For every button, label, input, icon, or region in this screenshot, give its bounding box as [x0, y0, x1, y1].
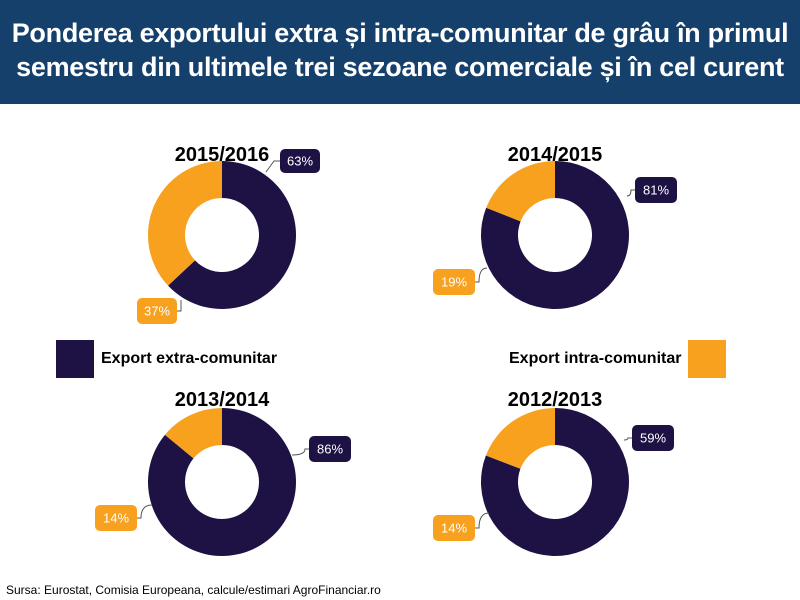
- legend-intra: Export intra-comunitar: [509, 340, 727, 378]
- source-note: Sursa: Eurostat, Comisia Europeana, calc…: [6, 583, 381, 597]
- data-label: 14%: [103, 511, 129, 526]
- label-box: [635, 177, 677, 203]
- chart-title: 2015/2016: [175, 144, 270, 166]
- page-title-line1: Ponderea exportului extra și intra-comun…: [11, 18, 789, 48]
- legend-swatch-intra: [688, 340, 727, 378]
- chart-title: 2013/2014: [175, 389, 270, 411]
- slice-extra-comunitar: [148, 408, 297, 557]
- data-label: 86%: [317, 442, 343, 457]
- label-connector: [475, 512, 490, 529]
- data-label: 14%: [441, 521, 467, 536]
- donut-chart-1: 2015/2016 63% 37%: [137, 144, 320, 324]
- data-label: 63%: [287, 154, 313, 169]
- label-connector: [626, 189, 635, 197]
- donut-chart-4: 2012/2013 59% 14%: [433, 389, 674, 556]
- chart-title: 2012/2013: [508, 389, 603, 411]
- page-title-line2: semestru din ultimele trei sezoane comer…: [16, 52, 784, 82]
- chart-title: 2014/2015: [508, 144, 603, 166]
- data-label: 37%: [144, 304, 170, 319]
- legend-swatch-extra: [56, 340, 94, 378]
- label-box: [280, 149, 320, 173]
- label-connector: [475, 267, 488, 283]
- label-connector: [137, 504, 153, 519]
- slice-intra-comunitar: [486, 161, 555, 222]
- label-box: [137, 298, 177, 324]
- data-label: 81%: [643, 183, 669, 198]
- label-connector: [265, 160, 280, 173]
- header-banner: Ponderea exportului extra și intra-comun…: [0, 0, 800, 104]
- label-box: [95, 505, 137, 531]
- label-connector: [623, 437, 632, 441]
- label-connector: [291, 448, 309, 456]
- slice-extra-comunitar: [168, 161, 296, 309]
- slice-intra-comunitar: [164, 408, 222, 459]
- slice-extra-comunitar: [481, 408, 629, 556]
- label-box: [309, 436, 351, 462]
- label-box: [632, 425, 674, 451]
- donut-chart-2: 2014/2015 81% 19%: [433, 144, 677, 309]
- page-title: Ponderea exportului extra și intra-comun…: [0, 16, 800, 84]
- data-label: 59%: [640, 431, 666, 446]
- label-connector: [177, 299, 182, 312]
- slice-extra-comunitar: [481, 161, 629, 309]
- legend-label-intra: Export intra-comunitar: [509, 350, 682, 367]
- legend-extra: Export extra-comunitar: [56, 340, 277, 378]
- legend-label-extra: Export extra-comunitar: [101, 350, 278, 367]
- label-box: [433, 269, 475, 295]
- data-label: 19%: [441, 275, 467, 290]
- slice-intra-comunitar: [147, 161, 222, 286]
- slice-intra-comunitar: [485, 408, 555, 469]
- donut-chart-3: 2013/2014 86% 14%: [95, 389, 351, 557]
- label-box: [433, 515, 475, 541]
